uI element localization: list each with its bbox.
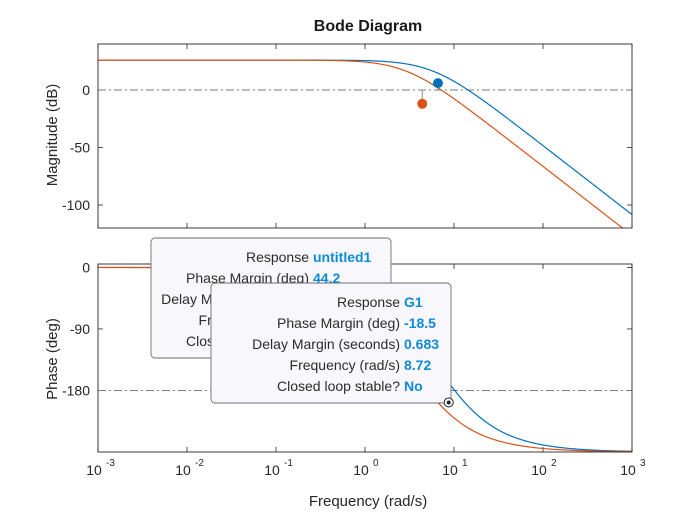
datatip-label: Frequency (rad/s) (290, 357, 400, 373)
datatip-label: Phase Margin (deg) (277, 315, 400, 331)
magnitude-y-tick-label: 0 (82, 82, 90, 98)
x-tick-label: 10 (175, 462, 191, 478)
datatip-label: Delay Margin (seconds) (252, 336, 400, 352)
phase-y-tick-label: -90 (70, 321, 90, 337)
magnitude-panel: 0 -50 -100 (62, 43, 633, 229)
gain-margin-marker-G1 (417, 98, 428, 109)
magnitude-plot-area (98, 44, 632, 228)
gain-margin-marker-untitled1 (432, 78, 443, 89)
phase-y-tick-label: -180 (62, 382, 90, 398)
datatip-label: Phase Margin (deg) (186, 270, 309, 286)
x-tick-label: 10 (442, 462, 458, 478)
x-tick-exponent: 2 (551, 458, 557, 469)
x-tick-label: 10 (353, 462, 369, 478)
datatip-box (210, 282, 452, 404)
x-axis-label: Frequency (rad/s) (309, 493, 427, 510)
x-tick-label: 10 (531, 462, 547, 478)
x-tick-exponent: 1 (462, 458, 468, 469)
x-tick-exponent: -1 (284, 458, 293, 469)
x-tick-exponent: -3 (106, 458, 115, 469)
x-tick-exponent: -2 (195, 458, 204, 469)
magnitude-series-G1 (98, 59, 624, 229)
x-tick-exponent: 3 (640, 458, 646, 469)
datatip-anchor-dot-G1 (446, 400, 451, 405)
datatip-value: 44.2 (313, 270, 340, 286)
datatip-value: 8.72 (404, 357, 431, 373)
magnitude-axes-box (97, 43, 633, 229)
x-tick-label: 10 (86, 462, 102, 478)
datatip-value: untitled1 (313, 249, 372, 265)
datatip-value: No (404, 378, 423, 394)
phase-y-tick-label: 0 (82, 259, 90, 275)
magnitude-axis-label: Magnitude (dB) (44, 84, 61, 187)
datatip-value: 0.683 (404, 336, 439, 352)
magnitude-y-tick-label: -100 (62, 197, 90, 213)
datatip-label: Response (246, 249, 309, 265)
datatip-label: Closed loop stable? (277, 378, 400, 394)
datatip-value: G1 (404, 294, 423, 310)
datatip-value: -18.5 (404, 315, 436, 331)
datatip-label: Response (337, 294, 400, 310)
magnitude-y-tick-label: -50 (70, 140, 90, 156)
chart-title: Bode Diagram (314, 18, 422, 35)
x-tick-exponent: 0 (373, 458, 379, 469)
x-tick-label: 10 (264, 462, 280, 478)
phase-axis-label: Phase (deg) (44, 318, 61, 400)
x-tick-label: 10 (620, 462, 636, 478)
